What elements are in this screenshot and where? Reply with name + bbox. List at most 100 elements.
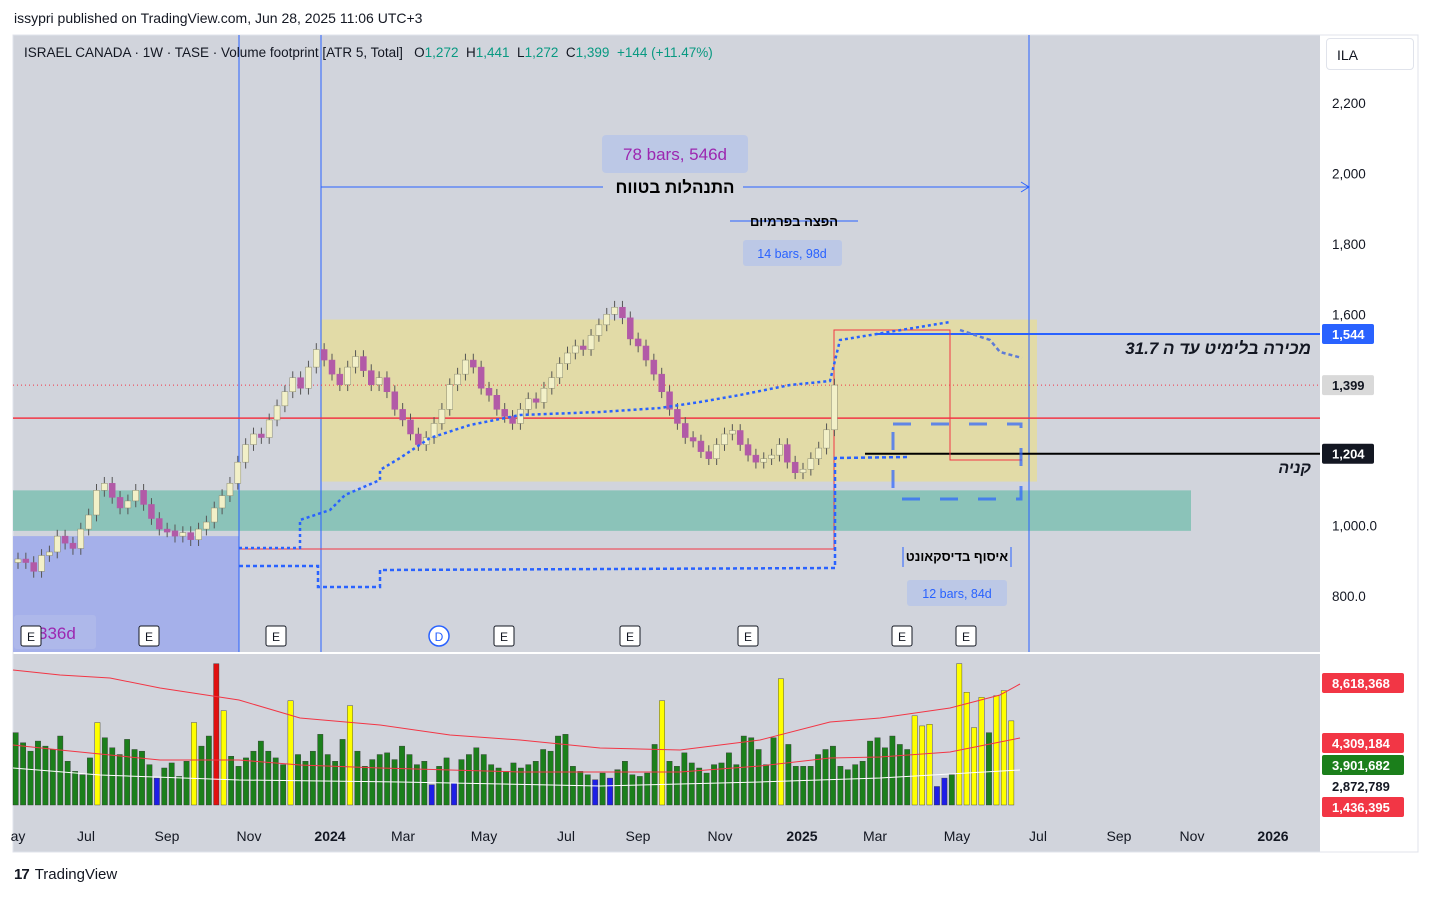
price-tick: 800.0: [1332, 589, 1366, 604]
volume-bar: [384, 752, 391, 806]
volume-bar: [867, 740, 873, 806]
volume-bar: [265, 750, 272, 806]
currency-selector[interactable]: ILA: [1326, 38, 1414, 70]
candle: [77, 528, 85, 549]
candle: [328, 359, 336, 375]
volume-bar: [740, 735, 747, 806]
candle: [736, 430, 744, 445]
volume-bar: [42, 745, 49, 806]
price-label-bg-last: [1322, 375, 1374, 396]
candle: [203, 521, 210, 530]
volume-bar: [332, 761, 339, 806]
earnings-marker: [619, 625, 641, 647]
volume-bar: [644, 772, 651, 806]
time-tick: Jul: [1029, 828, 1047, 844]
volume-bar: [287, 700, 294, 806]
candle: [689, 437, 697, 442]
volume-bar: [703, 772, 710, 806]
candle: [525, 398, 532, 410]
candle: [493, 395, 501, 410]
candle: [634, 338, 642, 347]
dividend-marker-label: D: [435, 630, 444, 644]
candle: [454, 373, 461, 385]
candle: [108, 483, 116, 498]
candle: [791, 461, 799, 473]
time-tick: 2024: [314, 828, 345, 844]
volume-bar: [198, 745, 205, 806]
candle: [572, 345, 579, 354]
candle: [195, 528, 202, 540]
volume-label-bg: [1322, 797, 1404, 817]
candle: [30, 562, 37, 572]
discount-label: איסוף בדיסקאונט: [906, 549, 1009, 564]
volume-bar: [711, 764, 717, 806]
volume-bar: [562, 734, 569, 806]
candle: [815, 447, 822, 459]
candle: [101, 483, 108, 491]
candle: [360, 356, 367, 371]
candle: [368, 370, 375, 385]
volume-bar: [532, 761, 539, 806]
candle: [124, 500, 132, 509]
volume-bar: [27, 750, 34, 806]
volume-bar: [919, 725, 925, 806]
candle: [242, 444, 249, 463]
volume-bar: [971, 727, 977, 806]
earnings-marker-label: E: [744, 630, 752, 644]
volume-bar: [205, 735, 212, 806]
candle: [22, 558, 30, 563]
candle: [383, 377, 391, 393]
candle: [61, 535, 69, 544]
candle: [179, 532, 187, 537]
candle: [132, 490, 139, 502]
volume-bar: [830, 745, 836, 806]
volume-bar: [161, 767, 168, 806]
candle: [776, 444, 783, 456]
volume-bar: [785, 744, 792, 806]
volume-label-bg: [1322, 776, 1404, 796]
dividend-marker: [428, 625, 450, 647]
price-label-last: 1,399: [1332, 378, 1365, 393]
volume-bar: [503, 771, 509, 806]
premium-label: הפצה בפרמיום: [750, 214, 838, 229]
time-tick: Mar: [863, 828, 887, 844]
candle: [14, 558, 22, 563]
volume-bar: [948, 774, 955, 806]
time-tick: Jul: [557, 828, 575, 844]
chart-border: [12, 34, 1419, 853]
candle: [211, 507, 218, 523]
candle: [352, 356, 359, 368]
volume-bar: [859, 761, 866, 806]
partial-bars-text: 336d: [38, 624, 76, 643]
candle: [297, 377, 304, 389]
candle: [320, 349, 328, 361]
volume-bar: [748, 737, 755, 806]
volume-bar: [592, 779, 599, 806]
symbol-legend: ISRAEL CANADA · 1W · TASE · Volume footp…: [24, 45, 713, 60]
volume-bar: [176, 776, 183, 806]
volume-bar: [354, 750, 361, 806]
premium-bars-bg: [743, 240, 842, 266]
candle: [438, 409, 446, 424]
volume-bar: [770, 737, 777, 806]
volume-bar: [844, 769, 851, 806]
candle: [187, 532, 194, 540]
volume-bar: [228, 756, 235, 806]
candle: [46, 551, 53, 556]
volume-bar: [577, 771, 584, 806]
candle: [627, 317, 634, 340]
volume-bar: [49, 749, 56, 806]
earnings-marker-label: E: [145, 630, 153, 644]
volume-average-line: [12, 767, 1021, 787]
volume-bar: [495, 767, 502, 806]
candle: [705, 451, 713, 459]
volume-label: 4,309,184: [1332, 736, 1391, 751]
volume-bar: [131, 749, 138, 806]
candle: [556, 363, 563, 378]
candle: [564, 352, 571, 364]
discount-bars-text: 12 bars, 84d: [922, 587, 992, 601]
volume-bar: [792, 766, 799, 806]
candle: [485, 387, 493, 396]
volume-bar: [763, 764, 769, 806]
